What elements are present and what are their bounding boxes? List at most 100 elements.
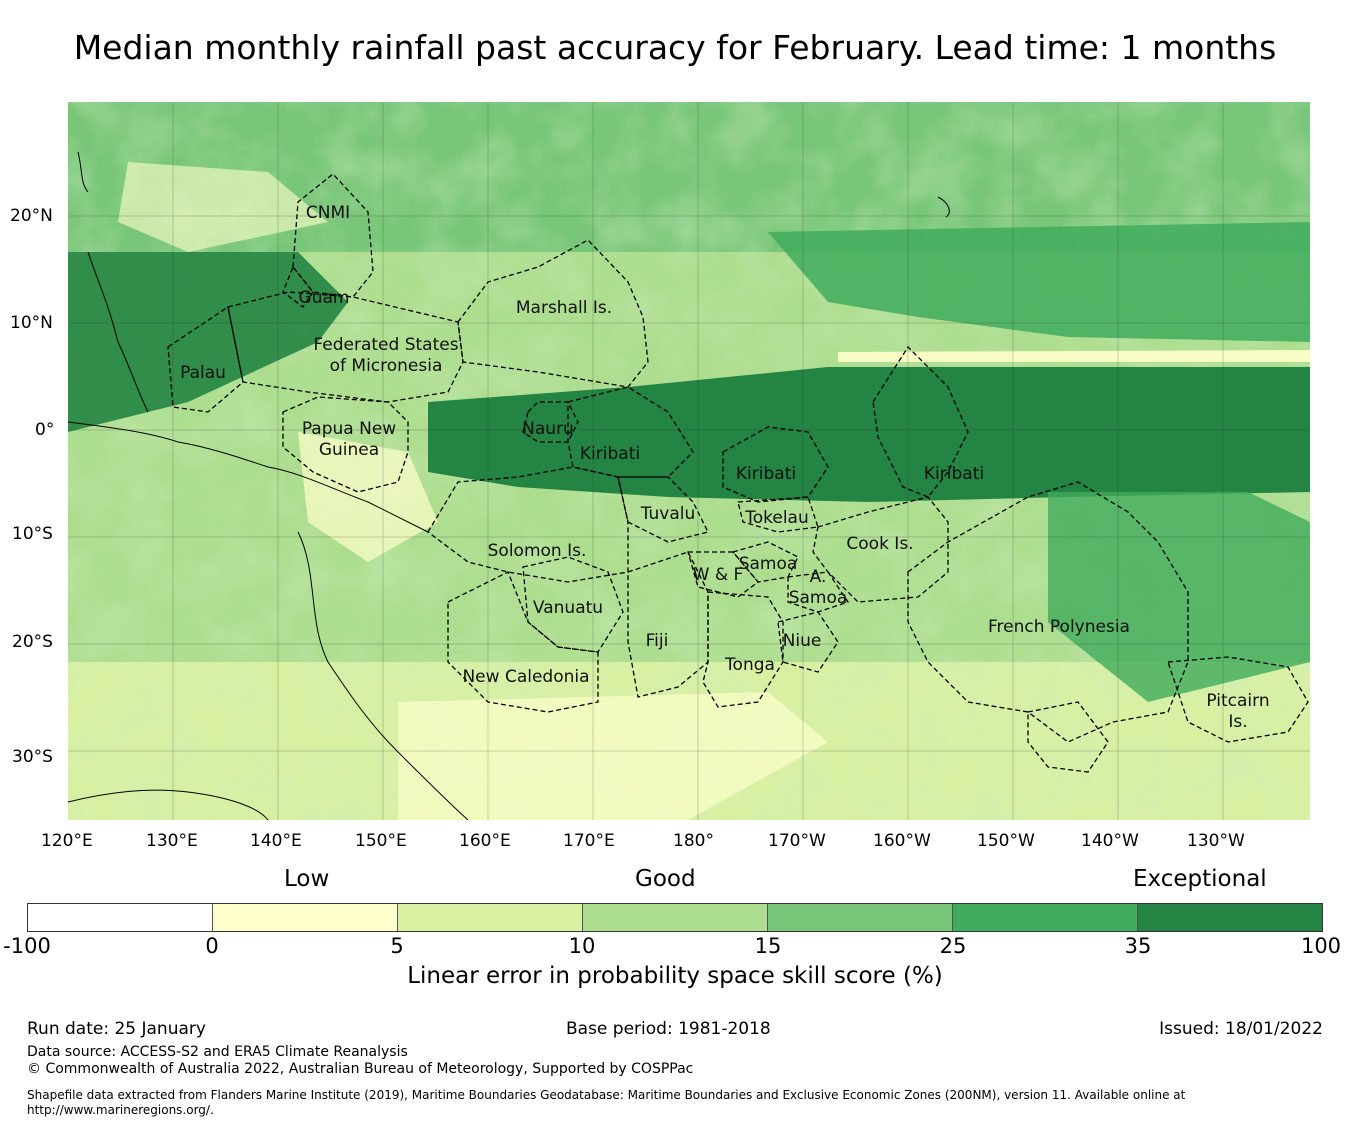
label-png-1: Papua New: [302, 419, 396, 439]
label-palau: Palau: [180, 363, 226, 383]
run-date: Run date: 25 January: [27, 1019, 206, 1039]
y-tick-10n: 10°N: [10, 313, 53, 333]
eez-solomon: [427, 466, 629, 583]
y-tick-0: 0°: [35, 420, 55, 440]
eez-south-loop: [1027, 701, 1109, 773]
x-tick-140e: 140°E: [250, 831, 302, 851]
x-tick-160w: 160°W: [873, 831, 931, 851]
label-new-caledonia: New Caledonia: [462, 667, 589, 687]
category-exceptional: Exceptional: [1133, 866, 1267, 892]
label-pitcairn-1: Pitcairn: [1206, 691, 1269, 711]
colorbar-title: Linear error in probability space skill …: [407, 963, 943, 989]
eez-guam: [282, 265, 314, 308]
region-labels: CNMI Guam Marshall Is. Federated States …: [180, 203, 1270, 732]
colorbar-tick: 25: [939, 934, 967, 958]
eez-wallis: [687, 551, 759, 598]
colorbar-segment: [398, 904, 583, 931]
label-samoa: Samoa: [739, 554, 798, 574]
colorbar-tick: 100: [1300, 934, 1342, 958]
y-tick-20s: 20°S: [12, 632, 53, 652]
label-am-samoa-2: Samoa: [789, 588, 848, 608]
category-low: Low: [284, 866, 330, 892]
pale-equatorial-streak: [838, 350, 1310, 362]
rainfall-skill-map: CNMI Guam Marshall Is. Federated States …: [68, 102, 1310, 820]
x-tick-130w: 130°W: [1187, 831, 1245, 851]
label-fsm-1: Federated States: [313, 335, 458, 355]
label-kiribati-gilbert: Kiribati: [580, 444, 640, 464]
label-pitcairn-2: Is.: [1228, 712, 1247, 732]
chart-title: Median monthly rainfall past accuracy fo…: [73, 28, 1277, 67]
central-south-dark: [1048, 492, 1310, 702]
label-marshall: Marshall Is.: [516, 298, 612, 318]
eez-cnmi: [292, 173, 374, 298]
label-niue: Niue: [783, 631, 822, 651]
eez-niue: [777, 611, 839, 673]
eez-marshall: [457, 239, 649, 388]
y-tick-20n: 20°N: [10, 206, 53, 226]
pale-coral-sea: [298, 432, 438, 562]
x-tick-140w: 140°W: [1081, 831, 1139, 851]
label-tuvalu: Tuvalu: [640, 504, 696, 524]
eez-boundaries: [167, 173, 1309, 773]
y-tick-30s: 30°S: [12, 747, 53, 767]
label-am-samoa-1: A.: [810, 567, 827, 587]
colorbar-segment: [768, 904, 953, 931]
issued-date: Issued: 18/01/2022: [1159, 1019, 1323, 1039]
x-tick-160e: 160°E: [459, 831, 511, 851]
data-source: Data source: ACCESS-S2 and ERA5 Climate …: [27, 1044, 408, 1060]
x-tick-180: 180°: [673, 831, 714, 851]
colorbar: [27, 903, 1323, 932]
eez-nauru: [522, 401, 579, 443]
western-pacific-dark: [68, 252, 348, 432]
pale-south: [398, 692, 828, 820]
colorbar-segment: [213, 904, 398, 931]
eez-kiribati-gilbert: [567, 386, 694, 478]
eez-tokelau: [737, 496, 819, 533]
shapefile-credit: Shapefile data extracted from Flanders M…: [27, 1088, 1186, 1117]
label-vanuatu: Vanuatu: [533, 598, 603, 618]
pale-nw: [118, 162, 328, 252]
copyright: © Commonwealth of Australia 2022, Austra…: [27, 1061, 694, 1077]
eez-tonga: [702, 591, 784, 708]
label-solomon: Solomon Is.: [488, 541, 587, 561]
colorbar-tick: 15: [754, 934, 782, 958]
eez-fiji: [627, 551, 709, 698]
eez-new-caledonia: [447, 571, 599, 713]
colorbar-tick: 5: [390, 934, 404, 958]
eez-cook: [812, 496, 949, 603]
label-cook: Cook Is.: [846, 534, 913, 554]
x-tick-130e: 130°E: [146, 831, 198, 851]
eez-kiribati-line: [872, 345, 969, 498]
colorbar-tick: 0: [205, 934, 219, 958]
equatorial-dark-band: [428, 367, 1310, 502]
label-fiji: Fiji: [646, 631, 669, 651]
eez-french-polynesia: [907, 481, 1189, 743]
coastlines: [68, 151, 950, 820]
eez-png: [282, 396, 409, 493]
label-tonga: Tonga: [724, 655, 775, 675]
colorbar-segment: [28, 904, 213, 931]
eez-samoa: [731, 541, 799, 583]
colorbar-segment: [583, 904, 768, 931]
label-kiribati-phoenix: Kiribati: [736, 464, 796, 484]
label-wallis: W & F: [693, 565, 744, 585]
eez-vanuatu: [522, 556, 624, 653]
colorbar-segment: [1138, 904, 1322, 931]
colorbar-segment: [953, 904, 1138, 931]
eez-palau: [167, 305, 244, 413]
eez-kiribati-phoenix: [722, 426, 829, 503]
label-kiribati-line: Kiribati: [924, 464, 984, 484]
label-tokelau: Tokelau: [744, 508, 809, 528]
label-png-2: Guinea: [319, 440, 379, 460]
y-tick-10s: 10°S: [12, 524, 53, 544]
label-french-polynesia: French Polynesia: [988, 617, 1130, 637]
x-tick-170e: 170°E: [563, 831, 615, 851]
eez-american-samoa: [787, 571, 850, 613]
label-guam: Guam: [299, 288, 350, 308]
label-fsm-2: of Micronesia: [330, 356, 443, 376]
x-tick-150w: 150°W: [977, 831, 1035, 851]
eez-fsm: [227, 291, 464, 403]
label-nauru: Nauru: [522, 419, 574, 439]
x-tick-120e: 120°E: [41, 831, 93, 851]
colorbar-tick: 10: [568, 934, 596, 958]
